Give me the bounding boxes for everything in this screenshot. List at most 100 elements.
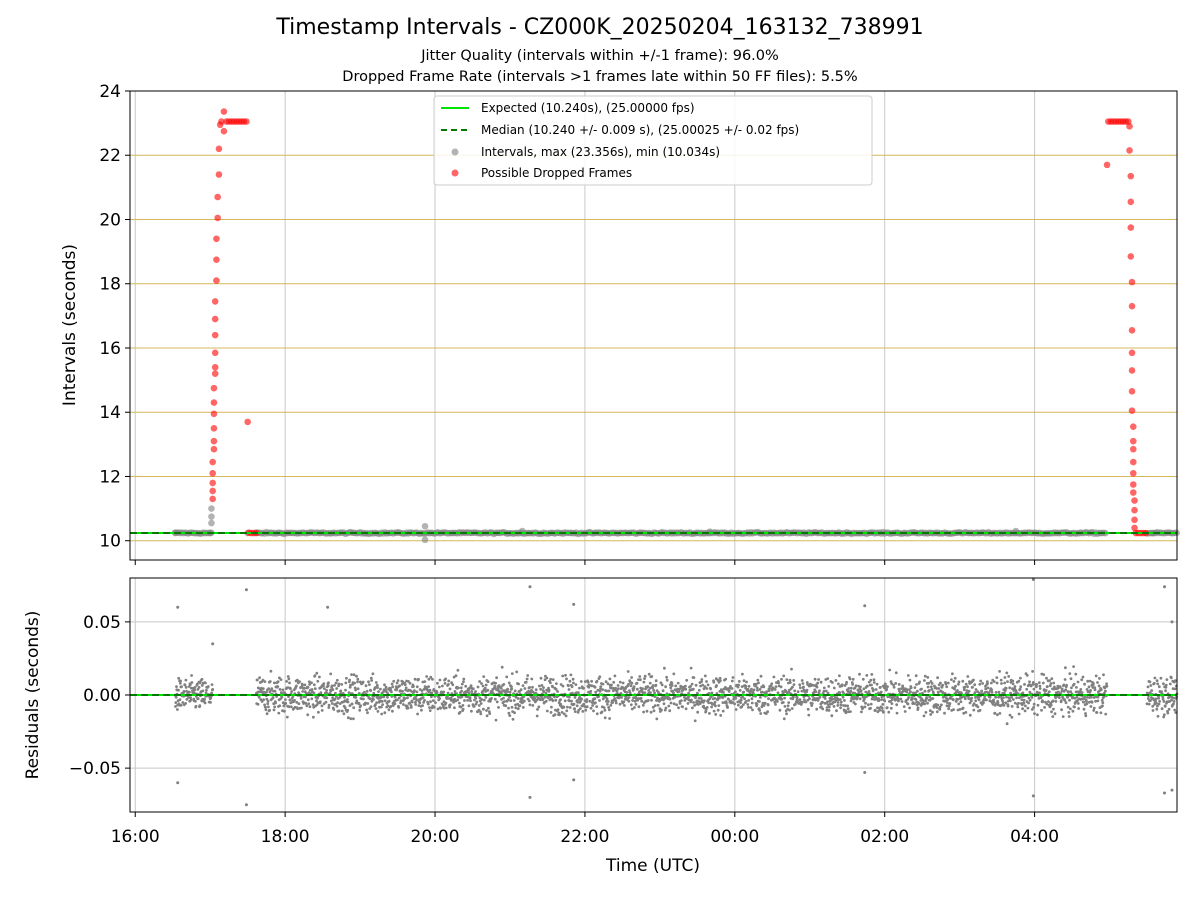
residual-point — [944, 682, 948, 686]
residual-point — [1048, 679, 1051, 682]
residual-point — [329, 672, 333, 676]
residual-point — [713, 700, 717, 704]
residual-point — [345, 676, 348, 680]
residual-point — [326, 684, 330, 688]
residual-point — [584, 708, 588, 712]
residual-point — [592, 709, 595, 713]
residual-point — [475, 700, 479, 704]
residual-point — [205, 688, 208, 692]
residual-point — [376, 710, 380, 713]
residual-point — [327, 703, 331, 707]
residual-point — [487, 706, 490, 710]
residual-point — [198, 704, 202, 708]
residual-point — [210, 683, 214, 686]
dropped-frame-point — [209, 458, 216, 466]
residual-point — [972, 678, 975, 682]
residual-point — [627, 699, 631, 703]
residual-point — [307, 702, 311, 706]
residual-point — [180, 685, 183, 689]
residual-point — [516, 707, 520, 711]
residual-point — [467, 689, 470, 692]
residual-point — [951, 672, 954, 676]
residual-point — [684, 687, 688, 691]
residual-point — [605, 697, 609, 701]
residual-point — [978, 691, 981, 695]
residual-point — [630, 676, 633, 679]
residual-point — [652, 689, 656, 692]
residual-point — [295, 700, 299, 704]
residual-point — [790, 707, 794, 710]
residual-point — [693, 719, 697, 723]
dropped-frame-point — [1129, 437, 1137, 445]
residual-point — [1090, 700, 1094, 704]
residual-point — [295, 678, 299, 682]
residual-point — [476, 685, 480, 689]
residual-point — [391, 685, 395, 689]
residual-point — [1072, 665, 1075, 668]
residual-point — [364, 684, 368, 688]
residual-point — [318, 700, 322, 704]
residual-point — [1025, 674, 1029, 677]
top-ytick-label: 24 — [99, 82, 121, 102]
residual-point — [831, 681, 834, 684]
residual-point — [579, 680, 583, 683]
dropped-frame-point — [1128, 367, 1136, 374]
residual-point — [1174, 711, 1178, 714]
residual-point — [536, 708, 539, 711]
residual-point — [281, 688, 285, 692]
residual-point — [790, 667, 793, 671]
residual-point — [607, 708, 611, 712]
residual-point — [909, 690, 912, 694]
residual-point — [898, 689, 901, 693]
residual-point — [827, 705, 831, 709]
residual-point — [200, 684, 204, 687]
residual-point — [300, 706, 303, 710]
residual-point — [998, 670, 1001, 673]
residual-point — [478, 696, 482, 700]
residual-point — [189, 696, 193, 700]
residual-point — [481, 684, 485, 688]
residual-point — [1011, 682, 1015, 686]
residual-point — [620, 696, 623, 699]
chart-subtitle-dropped: Dropped Frame Rate (intervals >1 frames … — [342, 69, 858, 85]
residual-point — [607, 706, 610, 709]
residual-point — [756, 688, 759, 692]
residual-point — [984, 687, 988, 691]
dropped-frame-point — [211, 315, 219, 323]
residual-point — [366, 702, 370, 705]
residual-point — [591, 704, 594, 707]
residual-point — [409, 706, 413, 709]
residual-point — [483, 686, 487, 690]
residual-point — [188, 683, 192, 687]
residual-point — [641, 703, 645, 707]
residual-point — [549, 711, 553, 714]
residual-point — [1092, 682, 1095, 685]
residual-point — [755, 686, 759, 690]
residual-point — [1002, 691, 1006, 695]
residual-point — [803, 698, 806, 702]
residual-point — [838, 691, 842, 695]
dropped-frame-point — [209, 487, 216, 495]
residual-point — [615, 689, 619, 693]
residual-point — [601, 682, 605, 686]
residual-point — [356, 687, 360, 691]
residual-point — [402, 703, 405, 706]
residual-point — [1001, 699, 1004, 702]
residual-point — [1008, 697, 1011, 700]
residual-point — [968, 701, 972, 705]
dropped-frame-point — [220, 108, 228, 115]
residual-point — [470, 709, 473, 713]
residual-point — [661, 689, 665, 693]
residual-point — [1027, 701, 1030, 705]
residual-point — [736, 685, 740, 689]
residual-point — [372, 691, 376, 695]
residual-point — [923, 689, 927, 693]
residual-point — [287, 705, 291, 709]
residual-point — [1031, 670, 1034, 673]
residual-point — [1172, 702, 1175, 706]
residual-point — [474, 696, 478, 700]
dropped-frame-point — [210, 410, 218, 418]
residual-point — [922, 699, 925, 702]
residual-point — [484, 696, 488, 699]
residual-point — [508, 714, 512, 717]
